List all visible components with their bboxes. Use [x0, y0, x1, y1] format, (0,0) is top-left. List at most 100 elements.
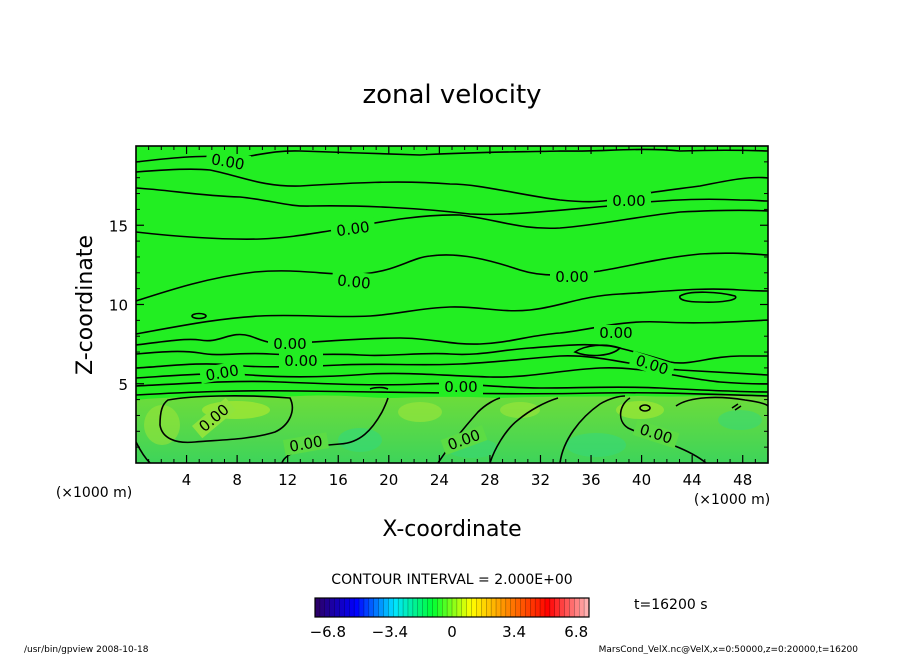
colorbar-cell	[486, 598, 492, 617]
colorbar-tick-label: 6.8	[564, 623, 588, 641]
colorbar-cell	[442, 598, 448, 617]
colorbar-cell	[368, 598, 375, 617]
contour-line	[136, 343, 768, 364]
colorbar-cell	[520, 598, 526, 617]
contour-loop	[731, 403, 742, 411]
x-tick-label: 12	[278, 471, 297, 489]
colorbar-cell	[452, 598, 458, 617]
colorbar-cell	[515, 598, 521, 617]
contour-line	[136, 366, 768, 385]
colorbar-cell	[329, 598, 335, 617]
contour-label-bg	[632, 419, 680, 449]
y-tick-label: 15	[109, 217, 128, 235]
contour-label-bg	[192, 397, 236, 439]
contour-cell	[675, 396, 768, 407]
colorbar-frame	[314, 597, 590, 618]
contour-line	[136, 319, 768, 346]
colorbar-cell	[339, 598, 345, 617]
contour-label: 0.00	[335, 218, 371, 240]
colorbar-cell	[319, 598, 326, 617]
x-tick-label: 36	[581, 471, 600, 489]
colorbar-cell	[574, 598, 580, 617]
field-patch	[144, 405, 180, 445]
colorbar-cell	[393, 598, 399, 617]
time-label: t=16200 s	[634, 597, 708, 613]
contour-line	[136, 288, 768, 335]
footer-right: MarsCond_VelX.nc@VelX,x=0:50000,z=0:2000…	[599, 645, 859, 654]
colorbar-cell	[500, 598, 507, 617]
colorbar-cell	[437, 598, 443, 617]
colorbar-cell	[432, 598, 438, 617]
contour-loop	[678, 291, 737, 303]
contour-label-bg	[331, 269, 377, 293]
colorbar-cell	[378, 598, 384, 617]
contour-label-bg	[550, 268, 594, 286]
axis-ticks	[136, 146, 768, 463]
contour-label-bg	[439, 379, 483, 395]
colorbar-cell	[427, 598, 433, 617]
field-patch	[338, 428, 382, 452]
contour-label-bg	[329, 217, 377, 241]
field-patch	[398, 402, 442, 422]
contour-cell	[159, 395, 294, 444]
contour-label: 0.00	[204, 361, 240, 385]
colorbar-cell	[549, 598, 556, 617]
colorbar-cell	[540, 598, 546, 617]
colorbar-cell	[349, 598, 355, 617]
contour-label: 0.00	[555, 268, 588, 286]
contour-label-bg	[268, 336, 312, 352]
colorbar-cell	[569, 598, 575, 617]
colorbar-cell	[456, 598, 463, 617]
colorbar-cell	[496, 598, 502, 617]
colorbar-cell	[407, 598, 414, 617]
contour-line	[136, 252, 768, 302]
contour-cell	[559, 395, 626, 463]
field-patch	[718, 410, 762, 430]
y-tick-label: 5	[118, 376, 128, 394]
contour-label-bg	[279, 353, 323, 369]
contour-label-bg	[440, 424, 488, 456]
x-tick-label: 44	[683, 471, 702, 489]
colorbar-tick-label: −6.8	[310, 623, 346, 641]
field-patch	[500, 402, 540, 418]
chart-title: zonal velocity	[362, 80, 541, 110]
x-axis-unit: (×1000 m)	[694, 492, 770, 508]
colorbar-cell	[510, 598, 516, 617]
contour-loop	[639, 404, 651, 412]
field-patch	[616, 401, 664, 419]
colorbar-cell	[422, 598, 428, 617]
colorbar-cell	[491, 598, 497, 617]
colorbar-cell	[471, 598, 477, 617]
contour-label: 0.00	[288, 432, 324, 456]
colorbar-cell	[579, 598, 585, 617]
x-tick-label: 4	[182, 471, 192, 489]
x-tick-label: 16	[329, 471, 348, 489]
contour-label-bg	[204, 148, 252, 174]
colorbar-tick-labels: −6.8 −3.4 0 3.4 6.8	[310, 623, 589, 641]
x-tick-label: 40	[632, 471, 651, 489]
contour-label-bg	[198, 360, 246, 384]
contour-loop	[573, 344, 622, 357]
colorbar-cell	[334, 598, 340, 617]
colorbar	[314, 598, 590, 617]
contour-label: 0.00	[284, 352, 317, 370]
contour-label: 0.00	[336, 271, 371, 292]
x-tick-label: 20	[379, 471, 398, 489]
contour-cell	[489, 397, 559, 463]
x-tick-label: 32	[531, 471, 550, 489]
contour-label: 0.00	[444, 378, 477, 396]
colorbar-cell	[505, 598, 512, 617]
field-patch	[566, 433, 626, 457]
colorbar-cell	[359, 598, 365, 617]
colorbar-cell	[388, 598, 394, 617]
colorbar-cell	[481, 598, 487, 617]
colorbar-cell	[461, 598, 468, 617]
colorbar-cell	[373, 598, 379, 617]
x-tick-label: 24	[430, 471, 449, 489]
colorbar-cell	[383, 598, 389, 617]
colorbar-tick-label: 3.4	[502, 623, 526, 641]
contour-loop	[369, 386, 389, 390]
colorbar-cell	[363, 598, 370, 617]
colorbar-cell	[403, 598, 409, 617]
colorbar-cell	[324, 598, 331, 617]
